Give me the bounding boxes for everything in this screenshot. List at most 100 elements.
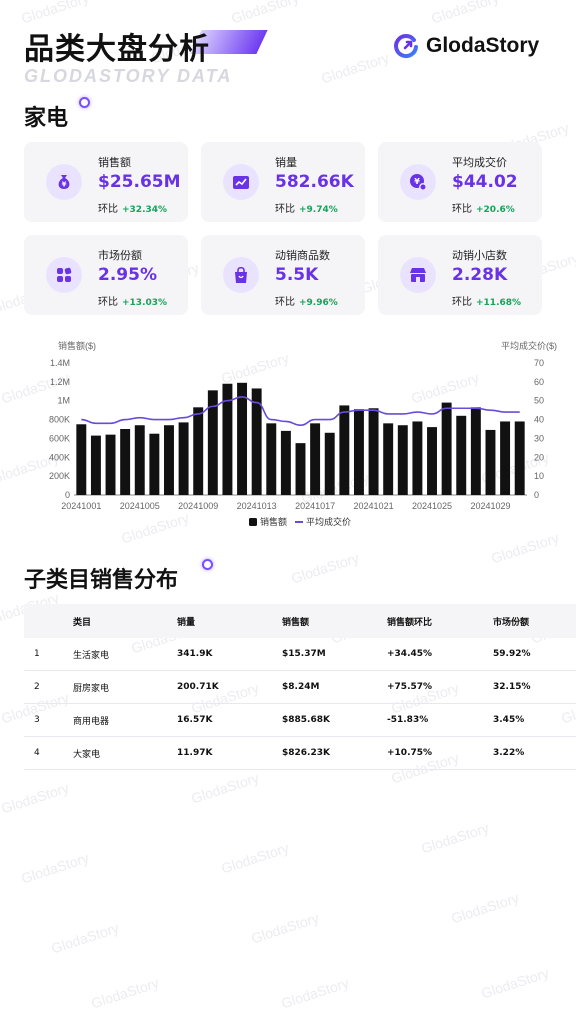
metric-label: 销售额 bbox=[98, 156, 131, 169]
row-category: 大家电 bbox=[72, 736, 176, 770]
bar bbox=[207, 390, 218, 495]
y-right-tick-label: 10 bbox=[534, 471, 544, 481]
metric-card: 销量 582.66K 环比 +9.74% bbox=[201, 142, 365, 222]
metric-change-value: +20.6% bbox=[476, 205, 515, 215]
y-right-axis-title: 平均成交价($) bbox=[501, 340, 557, 351]
metric-change-label: 环比 bbox=[275, 204, 295, 215]
row-category: 商用电器 bbox=[72, 703, 176, 737]
svg-text:¥: ¥ bbox=[62, 181, 67, 189]
trend-chart-icon bbox=[223, 164, 259, 200]
row-units: 200.71K bbox=[176, 670, 281, 704]
y-right-tick-label: 30 bbox=[534, 433, 544, 443]
table-header-rank bbox=[24, 604, 72, 638]
watermark-text: GlodaStory bbox=[19, 849, 91, 887]
subcategory-table: 类目 销量 销售额 销售额环比 市场份额 1 生活家电 341.9K $15.37M +… bbox=[24, 604, 576, 770]
row-rank: 3 bbox=[24, 703, 72, 737]
metric-change-label: 环比 bbox=[98, 204, 118, 215]
bar bbox=[485, 429, 496, 495]
y-left-tick-label: 1.4M bbox=[50, 358, 70, 368]
row-category: 厨房家电 bbox=[72, 670, 176, 704]
watermark-text: GlodaStory bbox=[189, 769, 261, 807]
row-share: 3.45% bbox=[492, 703, 576, 737]
y-right-tick-label: 20 bbox=[534, 452, 544, 462]
legend-swatch-sales bbox=[249, 518, 257, 526]
share-grid-icon bbox=[46, 257, 82, 293]
metric-change: 环比 +9.74% bbox=[275, 200, 338, 215]
y-left-tick-label: 1M bbox=[57, 396, 70, 406]
x-tick-label: 20241029 bbox=[470, 501, 510, 511]
y-right-tick-label: 0 bbox=[534, 490, 539, 500]
bar bbox=[470, 407, 481, 495]
metric-value: 5.5K bbox=[275, 265, 319, 285]
metric-change-value: +11.68% bbox=[476, 298, 522, 308]
row-share: 32.15% bbox=[492, 670, 576, 704]
bar bbox=[456, 415, 467, 495]
table-header-sales: 销售额 bbox=[281, 604, 386, 638]
bar bbox=[193, 407, 204, 495]
y-right-tick-label: 40 bbox=[534, 415, 544, 425]
watermark-text: GlodaStory bbox=[489, 529, 561, 567]
metric-change-value: +9.74% bbox=[299, 205, 338, 215]
y-right-tick-label: 60 bbox=[534, 377, 544, 387]
bar bbox=[412, 421, 423, 495]
row-mom: +10.75% bbox=[386, 736, 492, 770]
table-header-units: 销量 bbox=[176, 604, 281, 638]
metric-change-value: +32.34% bbox=[122, 205, 168, 215]
metric-change: 环比 +20.6% bbox=[452, 200, 515, 215]
watermark-text: GlodaStory bbox=[19, 0, 91, 27]
x-tick-label: 20241005 bbox=[120, 501, 160, 511]
metric-label: 市场份额 bbox=[98, 249, 142, 262]
y-left-axis-title: 销售额($) bbox=[58, 340, 96, 351]
bar bbox=[149, 433, 160, 495]
watermark-text: GlodaStory bbox=[319, 49, 391, 87]
row-category: 生活家电 bbox=[72, 638, 176, 671]
bar bbox=[178, 422, 189, 495]
row-mom: -51.83% bbox=[386, 703, 492, 737]
row-sales: $8.24M bbox=[281, 670, 386, 704]
table-header-row: 类目 销量 销售额 销售额环比 市场份额 bbox=[24, 604, 576, 638]
row-sales: $885.68K bbox=[281, 703, 386, 737]
row-share: 59.92% bbox=[492, 638, 576, 671]
sales-chart: 销售额($) 平均成交价($) 0 200K 400K 600K 800K 1M 1.2M 1.4… bbox=[49, 340, 557, 527]
row-sales: $826.23K bbox=[281, 736, 386, 770]
x-tick-label: 20241025 bbox=[412, 501, 452, 511]
table-row: 1 生活家电 341.9K $15.37M +34.45% 59.92% bbox=[24, 638, 576, 671]
bar bbox=[310, 423, 321, 495]
metric-card: 市场份额 2.95% 环比 +13.03% bbox=[24, 235, 188, 315]
y-left-tick-label: 200K bbox=[49, 471, 70, 481]
metric-value: $25.65M bbox=[98, 172, 181, 192]
table-header-share: 市场份额 bbox=[492, 604, 576, 638]
row-rank: 1 bbox=[24, 638, 72, 671]
y-left-tick-label: 800K bbox=[49, 415, 70, 425]
brand-logo-icon bbox=[394, 34, 418, 59]
watermark-text: GlodaStory bbox=[49, 919, 121, 957]
row-units: 16.57K bbox=[176, 703, 281, 737]
bar bbox=[500, 421, 511, 495]
bar bbox=[427, 427, 437, 495]
price-tag-icon: ¥ bbox=[400, 164, 436, 200]
watermark-text: GlodaStory bbox=[89, 974, 161, 1012]
brand-name: GlodaStory bbox=[426, 34, 540, 57]
x-tick-label: 20241017 bbox=[295, 501, 335, 511]
metric-card: ¥ 销售额 $25.65M 环比 +32.34% bbox=[24, 142, 188, 222]
metric-change-value: +9.96% bbox=[299, 298, 338, 308]
page-title: 品类大盘分析 bbox=[24, 32, 210, 67]
bar bbox=[237, 382, 248, 495]
metric-card: 动销商品数 5.5K 环比 +9.96% bbox=[201, 235, 365, 315]
y-left-tick-label: 400K bbox=[49, 452, 70, 462]
bar bbox=[164, 425, 174, 495]
brand-logo: GlodaStory bbox=[392, 32, 539, 60]
watermark-text: GlodaStory bbox=[289, 549, 361, 587]
section-title-category: 家电 bbox=[24, 106, 69, 131]
bar bbox=[324, 432, 335, 495]
section-dot-icon bbox=[79, 97, 90, 108]
bar bbox=[251, 388, 262, 495]
watermark-text: GlodaStory bbox=[0, 779, 71, 817]
metric-label: 动销商品数 bbox=[275, 249, 330, 262]
svg-text:¥: ¥ bbox=[414, 177, 420, 186]
row-rank: 4 bbox=[24, 736, 72, 770]
metric-change-label: 环比 bbox=[452, 204, 472, 215]
watermark-text: GlodaStory bbox=[279, 974, 351, 1012]
table-row: 2 厨房家电 200.71K $8.24M +75.57% 32.15% bbox=[24, 670, 576, 704]
bar bbox=[339, 405, 350, 495]
